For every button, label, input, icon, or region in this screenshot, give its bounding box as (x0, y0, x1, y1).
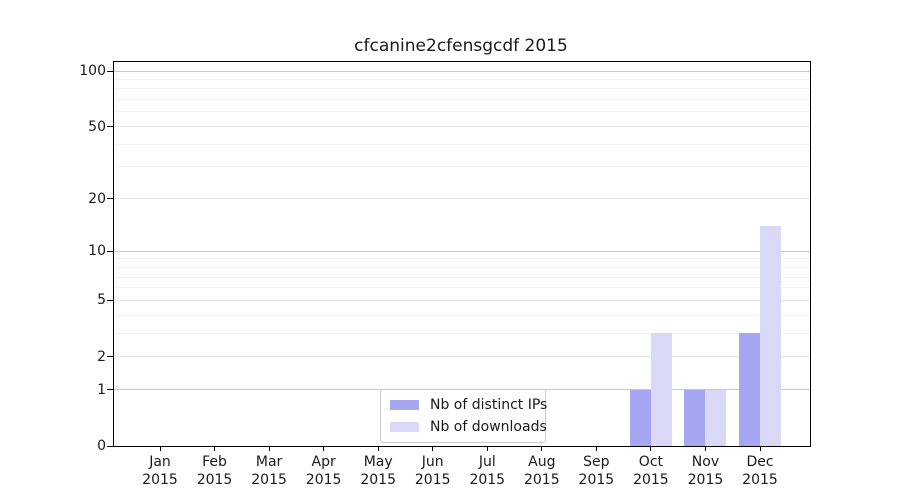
gridline-minor (114, 166, 810, 168)
y-tick-label: 20 (88, 190, 106, 207)
x-tick (541, 446, 543, 451)
x-tick (704, 446, 706, 451)
x-tick (650, 446, 652, 451)
chart-title: cfcanine2cfensgcdf 2015 (354, 36, 568, 56)
legend-item-downloads: Nb of downloads (390, 418, 547, 436)
x-tick (377, 446, 379, 451)
x-tick-label: Aug 2015 (523, 454, 560, 488)
gridline-minor (114, 258, 810, 260)
y-tick-label: 10 (88, 243, 106, 260)
gridline-minor (114, 88, 810, 90)
x-tick-label: Jun 2015 (414, 454, 451, 488)
gridline-minor (114, 287, 810, 289)
x-tick (268, 446, 270, 451)
x-tick-label: Apr 2015 (305, 454, 342, 488)
gridline (114, 356, 810, 358)
x-tick-label: Nov 2015 (687, 454, 724, 488)
y-tick (107, 445, 114, 447)
gridline (114, 126, 810, 128)
gridline-major (114, 70, 810, 72)
x-tick-label: Mar 2015 (251, 454, 287, 488)
legend-swatch-downloads (390, 422, 419, 432)
gridline-minor (114, 266, 810, 268)
bar-downloads-Dec (760, 225, 781, 446)
gridline-minor (114, 314, 810, 316)
legend: Nb of distinct IPs Nb of downloads (380, 389, 547, 443)
y-tick-label: 5 (97, 292, 106, 309)
legend-item-distinct-ips: Nb of distinct IPs (390, 396, 547, 414)
y-tick (107, 126, 114, 128)
y-tick-label: 2 (97, 348, 106, 365)
y-tick (107, 70, 114, 72)
y-tick (107, 389, 114, 391)
legend-label-downloads: Nb of downloads (430, 419, 547, 435)
y-tick-label: 100 (79, 63, 106, 79)
x-tick (432, 446, 434, 451)
x-tick-label: Jan 2015 (142, 454, 178, 488)
x-tick (323, 446, 325, 451)
gridline-minor (114, 99, 810, 101)
y-tick (107, 250, 114, 252)
bar-distinct-ips-Dec (739, 333, 760, 446)
gridline (114, 299, 810, 301)
plot-area: 0 1 2 5 10 20 50 100 Jan 2015 Feb 2015 Mar 2015 Apr… (79, 61, 811, 488)
y-tick (107, 198, 114, 200)
gridline-minor (114, 332, 810, 334)
bar-downloads-Oct (650, 333, 672, 446)
legend-swatch-distinct-ips (390, 400, 419, 410)
y-tick (107, 299, 114, 301)
x-tick (214, 446, 216, 451)
bar-downloads-Nov (705, 389, 727, 446)
x-tick (159, 446, 161, 451)
x-tick-label: May 2015 (360, 454, 396, 488)
y-tick (107, 356, 114, 358)
gridline-major (114, 250, 810, 252)
gridline-minor (114, 143, 810, 145)
x-tick (759, 446, 761, 451)
x-tick-label: Sep 2015 (578, 454, 615, 488)
bar-distinct-ips-Oct (629, 389, 651, 446)
gridline-minor (114, 276, 810, 278)
legend-label-distinct-ips: Nb of distinct IPs (430, 397, 548, 413)
x-tick-label: Feb 2015 (196, 454, 233, 488)
gridline (114, 198, 810, 200)
y-tick-label: 1 (97, 381, 106, 398)
x-tick-label: Dec 2015 (742, 454, 778, 488)
bar-distinct-ips-Nov (684, 389, 706, 446)
gridline-minor (114, 78, 810, 80)
x-tick-label: Oct 2015 (633, 454, 669, 488)
x-tick-label: Jul 2015 (469, 454, 506, 488)
x-tick (595, 446, 597, 451)
y-tick-label: 50 (88, 118, 106, 135)
gridline-minor (114, 111, 810, 113)
y-tick-label: 0 (97, 438, 106, 454)
x-tick (486, 446, 488, 451)
